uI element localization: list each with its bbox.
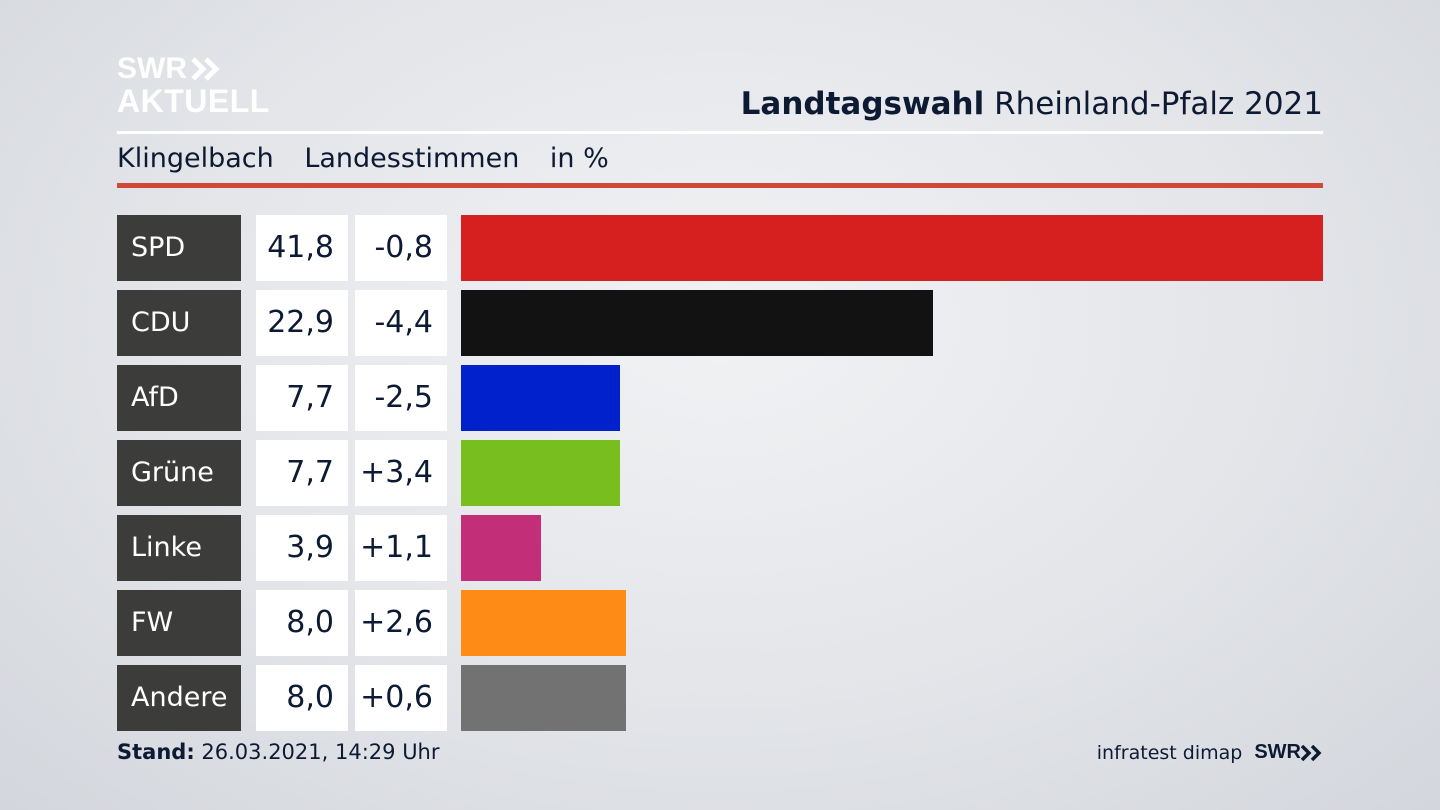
vote-change-value: +0,6: [355, 665, 447, 731]
result-bar: [461, 590, 626, 656]
subline-place: Klingelbach: [117, 143, 274, 174]
headline-strong: Landtagswahl: [740, 86, 985, 122]
timestamp: Stand: 26.03.2021, 14:29 Uhr: [117, 740, 440, 764]
subline-unit: in %: [549, 143, 609, 174]
headline-rest: Rheinland-Pfalz 2021: [994, 86, 1323, 122]
vote-share-value: 3,9: [256, 515, 348, 581]
logo-line2: AKTUELL: [117, 83, 270, 119]
result-bar: [461, 215, 1323, 281]
swr-aktuell-logo: SWR AKTUELL: [117, 52, 270, 119]
timestamp-value: 26.03.2021, 14:29 Uhr: [201, 740, 440, 764]
subline-measure: Landesstimmen: [304, 143, 520, 174]
result-bar: [461, 365, 620, 431]
party-label: FW: [117, 590, 241, 656]
vote-share-value: 41,8: [256, 215, 348, 281]
vote-share-value: 22,9: [256, 290, 348, 356]
vote-share-value: 7,7: [256, 440, 348, 506]
vote-change-value: -0,8: [355, 215, 447, 281]
logo-line1: SWR: [117, 52, 187, 85]
vote-change-value: -2,5: [355, 365, 447, 431]
vote-share-value: 8,0: [256, 665, 348, 731]
timestamp-label: Stand:: [117, 740, 195, 764]
result-bar: [461, 665, 626, 731]
brand-logo: SWR: [1254, 741, 1323, 764]
party-label: Grüne: [117, 440, 241, 506]
source-label: infratest dimap: [1096, 741, 1243, 764]
result-bar: [461, 515, 541, 581]
vote-change-value: +2,6: [355, 590, 447, 656]
party-label: CDU: [117, 290, 241, 356]
vote-share-value: 7,7: [256, 365, 348, 431]
accent-divider: [117, 183, 1323, 188]
subline: Klingelbach Landesstimmen in %: [117, 143, 631, 174]
party-label: AfD: [117, 365, 241, 431]
vote-change-value: -4,4: [355, 290, 447, 356]
vote-change-value: +3,4: [355, 440, 447, 506]
party-label: Linke: [117, 515, 241, 581]
double-chevron-icon: [191, 57, 220, 81]
result-bar: [461, 440, 620, 506]
brand-text: SWR: [1254, 741, 1301, 763]
party-label: Andere: [117, 665, 241, 731]
vote-change-value: +1,1: [355, 515, 447, 581]
header-divider: [117, 131, 1323, 134]
double-chevron-icon: [1301, 744, 1322, 761]
headline: Landtagswahl Rheinland-Pfalz 2021: [741, 86, 1323, 122]
source-credit: infratest dimap SWR: [1097, 741, 1323, 764]
party-label: SPD: [117, 215, 241, 281]
vote-share-value: 8,0: [256, 590, 348, 656]
result-bar: [461, 290, 933, 356]
